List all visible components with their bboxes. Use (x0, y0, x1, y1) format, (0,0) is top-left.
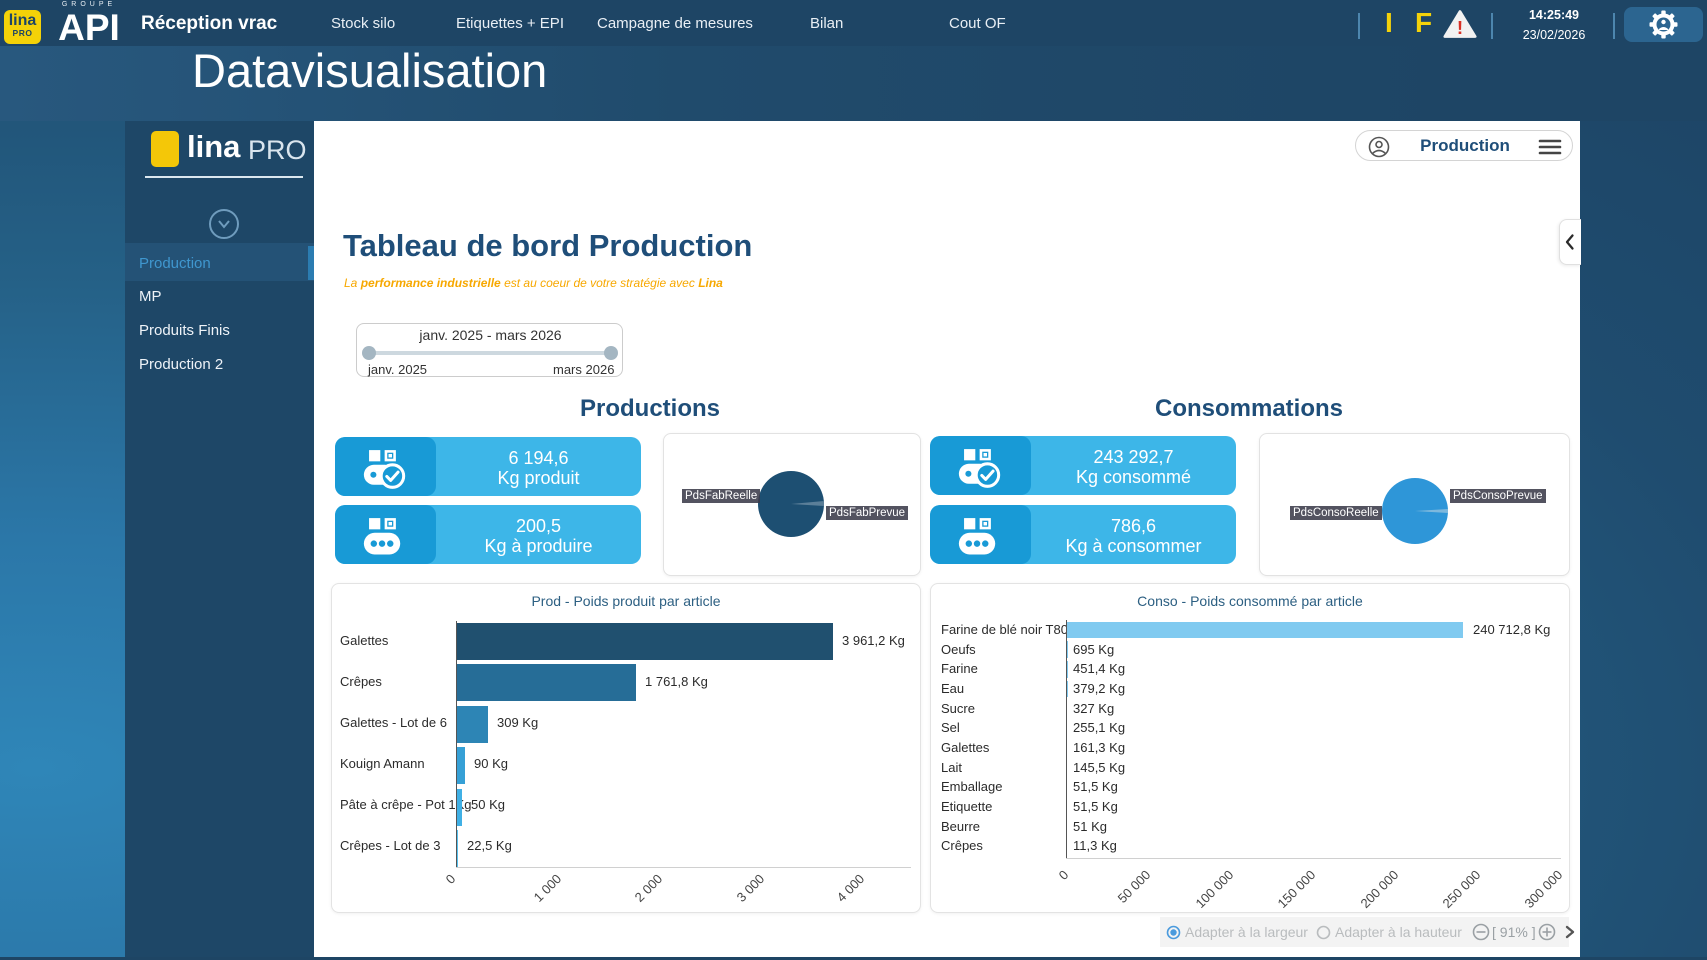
svg-text:!: ! (1457, 17, 1463, 38)
